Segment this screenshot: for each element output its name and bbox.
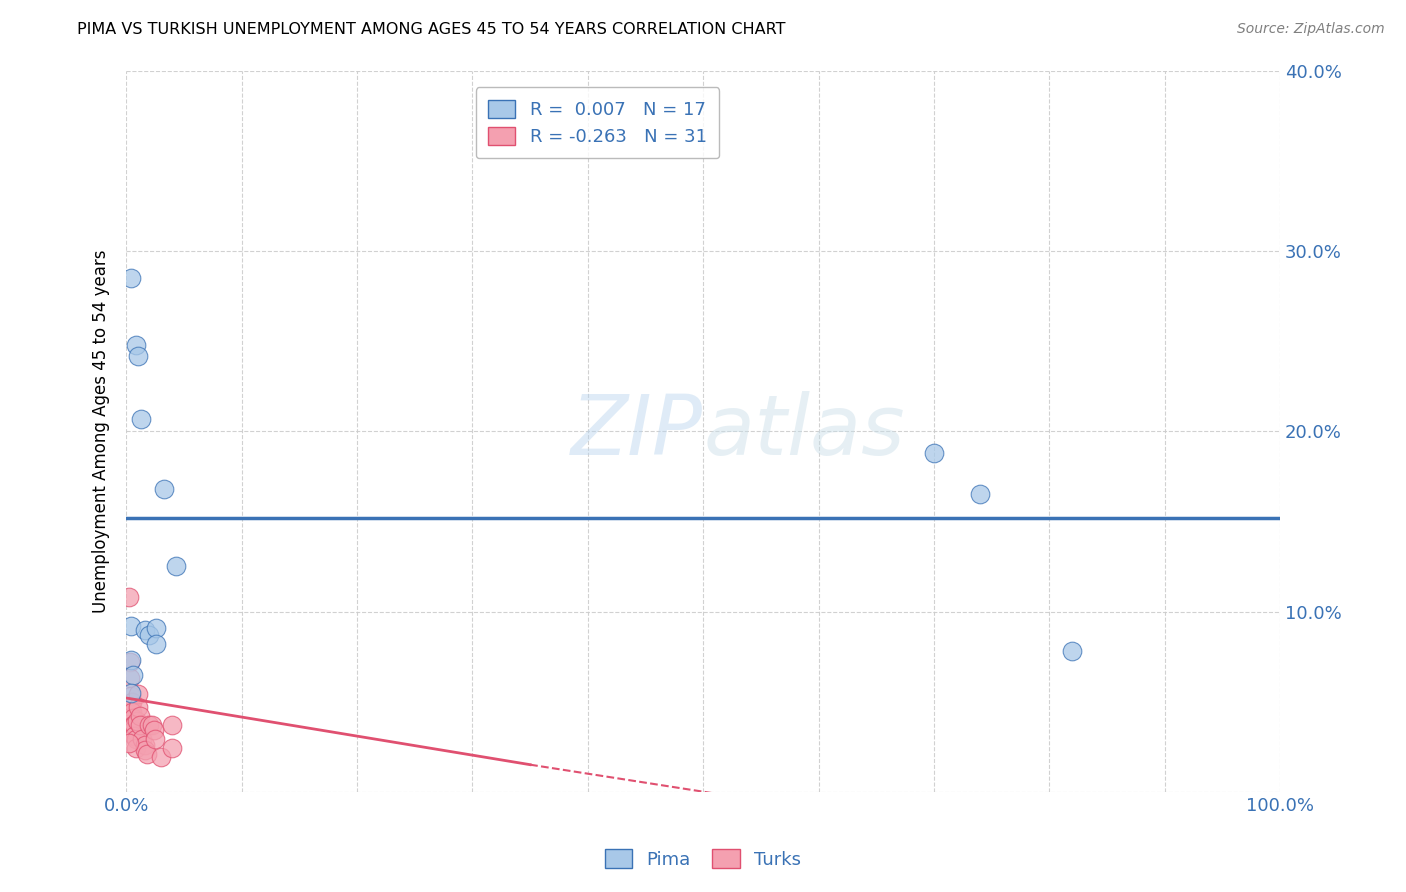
Point	[124, 741, 146, 756]
Point	[120, 690, 142, 704]
Point	[149, 750, 172, 764]
Text: atlas: atlas	[703, 391, 905, 472]
Point	[131, 732, 153, 747]
Point	[122, 718, 145, 732]
Point	[1062, 644, 1084, 658]
Point	[124, 718, 146, 732]
Point	[129, 411, 152, 425]
Point	[127, 349, 149, 363]
Point	[129, 718, 152, 732]
Point	[145, 621, 167, 635]
Point	[120, 653, 142, 667]
Point	[138, 628, 160, 642]
Text: ZIP: ZIP	[571, 391, 703, 472]
Point	[127, 700, 149, 714]
Point	[134, 743, 156, 757]
Legend: Pima, Turks: Pima, Turks	[598, 842, 808, 876]
Point	[120, 271, 142, 285]
Point	[120, 685, 142, 699]
Point	[122, 667, 145, 681]
Point	[125, 714, 148, 729]
Point	[124, 729, 146, 743]
Point	[117, 736, 139, 750]
Point	[118, 671, 141, 685]
Point	[121, 706, 143, 720]
Point	[121, 695, 143, 709]
Point	[969, 487, 991, 501]
Point	[122, 723, 145, 738]
Point	[145, 637, 167, 651]
Point	[134, 738, 156, 752]
Text: PIMA VS TURKISH UNEMPLOYMENT AMONG AGES 45 TO 54 YEARS CORRELATION CHART: PIMA VS TURKISH UNEMPLOYMENT AMONG AGES …	[77, 22, 786, 37]
Point	[153, 482, 176, 496]
Point	[134, 623, 156, 637]
Point	[124, 732, 146, 747]
Point	[922, 446, 945, 460]
Point	[138, 718, 160, 732]
Point	[117, 590, 139, 604]
Point	[162, 741, 184, 756]
Legend: R =  0.007   N = 17, R = -0.263   N = 31: R = 0.007 N = 17, R = -0.263 N = 31	[475, 87, 720, 159]
Point	[127, 687, 149, 701]
Point	[143, 732, 166, 747]
Point	[136, 747, 159, 761]
Y-axis label: Unemployment Among Ages 45 to 54 years: Unemployment Among Ages 45 to 54 years	[93, 250, 110, 613]
Point	[118, 655, 141, 669]
Text: Source: ZipAtlas.com: Source: ZipAtlas.com	[1237, 22, 1385, 37]
Point	[165, 559, 187, 574]
Point	[129, 709, 152, 723]
Point	[120, 700, 142, 714]
Point	[120, 619, 142, 633]
Point	[124, 338, 146, 352]
Point	[122, 711, 145, 725]
Point	[143, 723, 166, 738]
Point	[141, 718, 163, 732]
Point	[162, 718, 184, 732]
